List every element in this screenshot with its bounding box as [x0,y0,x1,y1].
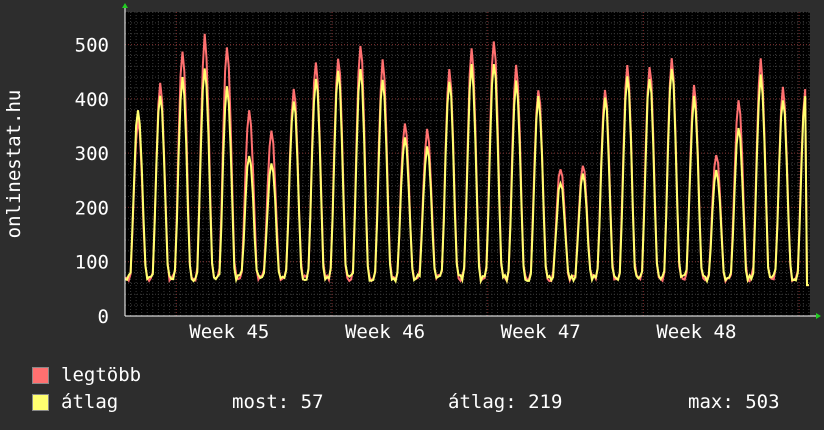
x-tick-label: Week 45 [189,321,269,343]
y-tick-label: 200 [75,197,109,219]
legend-label-max: legtöbb [61,364,142,386]
legend-swatch-avg [32,393,49,411]
y-axis-label: onlinestat.hu [3,90,25,239]
y-tick-label: 100 [75,252,109,274]
x-axis-arrow [816,313,821,319]
series-line-avg [124,63,809,287]
y-tick-label: 400 [75,89,109,111]
x-tick-label: Week 46 [345,321,425,343]
legend-item-avg: átlag [32,391,118,413]
y-axis-arrow [122,3,128,8]
stat-average: átlag: 219 [448,391,563,413]
legend-item-max: legtöbb [32,364,141,386]
y-tick-label: 0 [98,306,109,328]
stat-max: max: 503 [688,391,780,413]
x-tick-label: Week 47 [501,321,581,343]
legend-swatch-max [32,366,49,384]
y-tick-label: 500 [75,35,109,57]
y-tick-label: 300 [75,143,109,165]
stat-current: most: 57 [232,391,324,413]
legend-label-avg: átlag [61,391,119,413]
x-tick-label: Week 48 [656,321,736,343]
